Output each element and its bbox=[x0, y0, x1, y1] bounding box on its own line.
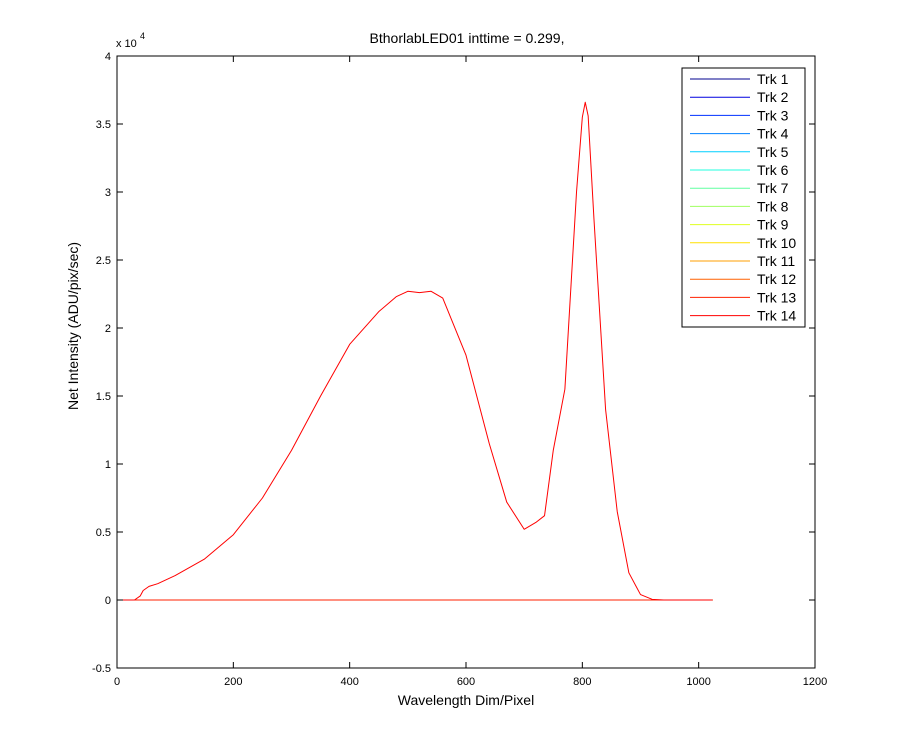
axis-ticks: 0 200 400 600 800 1000 1200-0.500.511.522.533.… bbox=[92, 51, 827, 688]
legend-label: Trk 12 bbox=[757, 271, 796, 287]
chart-title: BthorlabLED01 inttime = 0.299, bbox=[370, 30, 565, 46]
legend-label: Trk 11 bbox=[757, 253, 795, 269]
y-tick-label: 1 bbox=[105, 459, 111, 471]
x-tick-label: 800 bbox=[573, 676, 591, 688]
y-tick-label: 2 bbox=[105, 323, 111, 335]
plot-lines bbox=[117, 101, 713, 601]
legend-label: Trk 9 bbox=[757, 217, 789, 233]
legend-label: Trk 5 bbox=[757, 144, 789, 160]
y-tick-label: -0.5 bbox=[92, 663, 111, 675]
legend-label: Trk 8 bbox=[757, 198, 789, 214]
x-tick-label: 400 bbox=[340, 676, 358, 688]
legend-label: Trk 10 bbox=[757, 235, 796, 251]
y-exponent-power: 4 bbox=[140, 31, 145, 41]
y-axis-label: Net Intensity (ADU/pix/sec) bbox=[65, 242, 81, 410]
legend-label: Trk 4 bbox=[757, 126, 789, 142]
y-tick-label: 3 bbox=[105, 187, 111, 199]
legend-box bbox=[681, 67, 806, 328]
legend-items: Trk 1 Trk 2 Trk 3 Trk 4 Trk 5 Trk 6 Trk 7 Trk 8… bbox=[690, 71, 796, 324]
y-tick-label: 0.5 bbox=[96, 527, 111, 539]
y-tick-label: 2.5 bbox=[96, 255, 111, 267]
x-tick-label: 200 bbox=[224, 676, 242, 688]
legend-label: Trk 3 bbox=[757, 107, 789, 123]
x-tick-label: 0 bbox=[114, 676, 120, 688]
y-exponent-base: x 10 bbox=[116, 38, 137, 50]
x-axis-label: Wavelength Dim/Pixel bbox=[398, 692, 534, 708]
legend-label: Trk 6 bbox=[757, 162, 789, 178]
y-tick-label: 0 bbox=[105, 595, 111, 607]
y-tick-label: 4 bbox=[105, 51, 111, 63]
x-tick-label: 1000 bbox=[686, 676, 710, 688]
legend-label: Trk 1 bbox=[757, 71, 789, 87]
legend-label: Trk 13 bbox=[757, 289, 796, 305]
legend-label: Trk 7 bbox=[757, 180, 789, 196]
legend: Trk 1 Trk 2 Trk 3 Trk 4 Trk 5 Trk 6 Trk 7 Trk 8… bbox=[681, 67, 806, 328]
legend-label: Trk 14 bbox=[757, 308, 796, 324]
y-tick-label: 1.5 bbox=[96, 391, 111, 403]
series-line-trk-14 bbox=[117, 101, 713, 601]
legend-label: Trk 2 bbox=[757, 89, 789, 105]
x-tick-label: 600 bbox=[457, 676, 475, 688]
y-tick-label: 3.5 bbox=[96, 119, 111, 131]
x-tick-label: 1200 bbox=[803, 676, 827, 688]
